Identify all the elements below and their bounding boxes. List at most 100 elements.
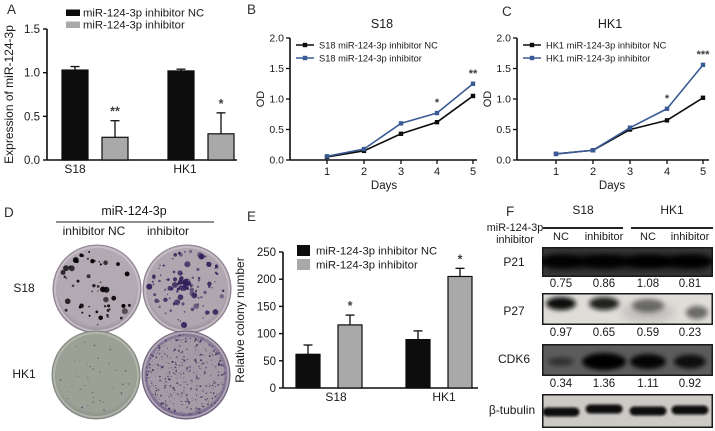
lane-label-inhibitor-1: inhibitor [584, 231, 624, 243]
blot-value: 0.65 [592, 327, 616, 339]
svg-text:1.0: 1.0 [24, 68, 40, 80]
svg-text:miR-124-3p inhibitor NC: miR-124-3p inhibitor NC [83, 8, 204, 20]
svg-text:HK1: HK1 [432, 390, 456, 404]
panel-a-label: A [7, 2, 17, 17]
svg-text:OD: OD [255, 91, 267, 108]
svg-text:*: * [219, 97, 224, 111]
blot-label-p27: P27 [503, 304, 525, 318]
svg-text:S18: S18 [371, 17, 393, 31]
svg-text:Relative colony number: Relative colony number [233, 257, 247, 382]
svg-text:miR-124-3p inhibitor: miR-124-3p inhibitor [83, 20, 185, 32]
blot-value: 0.34 [549, 378, 573, 390]
panel-d-label: D [4, 205, 15, 220]
svg-text:0.5: 0.5 [496, 124, 511, 136]
panel-d-row-label-hk1: HK1 [12, 367, 36, 381]
blot-label-p21: P21 [503, 255, 525, 269]
panel-a: A 0.0 0.5 1.0 1.5 ** * S18 HK1 Expression of miR… [0, 0, 240, 200]
svg-text:3: 3 [398, 166, 404, 178]
blot-value: 1.08 [636, 278, 660, 290]
svg-text:100: 100 [257, 329, 276, 341]
svg-text:1.5: 1.5 [24, 24, 40, 36]
svg-text:50: 50 [263, 356, 276, 368]
svg-text:*: * [435, 97, 440, 109]
svg-text:*: * [348, 299, 353, 313]
colony-dish-hk1-nc [51, 330, 141, 420]
svg-text:2: 2 [361, 166, 367, 178]
svg-text:***: *** [697, 49, 711, 61]
panel-f-hk1-underline [631, 227, 713, 229]
blot-value: 0.75 [549, 278, 573, 290]
panel-c-label: C [502, 4, 513, 19]
svg-text:HK1: HK1 [173, 162, 197, 176]
western-blot-p21 [542, 247, 713, 277]
svg-text:1: 1 [324, 166, 330, 178]
svg-text:2.0: 2.0 [269, 33, 284, 45]
lane-label-inhibitor-2: inhibitor [670, 231, 710, 243]
colony-dish-s18-inhibitor [142, 244, 232, 334]
svg-text:OD: OD [482, 91, 494, 108]
svg-text:Expression of miR-124-3p: Expression of miR-124-3p [2, 25, 16, 164]
svg-text:S18 miR-124-3p inhibitor NC: S18 miR-124-3p inhibitor NC [319, 40, 438, 50]
colony-dish-hk1-inhibitor [141, 330, 231, 420]
svg-text:4: 4 [664, 166, 670, 178]
svg-text:Days: Days [371, 180, 397, 192]
panel-c: C 0.0 0.5 1.0 1.5 2.0 1 2 3 4 5 * *** HK1 Days OD HK1 m… [477, 0, 715, 200]
panel-f-group-s18: S18 [572, 203, 594, 217]
svg-text:1.5: 1.5 [496, 63, 511, 75]
svg-text:5: 5 [470, 166, 476, 178]
svg-text:1.5: 1.5 [269, 63, 284, 75]
panel-e-label: E [247, 209, 257, 224]
svg-text:*: * [665, 93, 670, 105]
svg-text:5: 5 [700, 166, 706, 178]
svg-text:**: ** [110, 105, 120, 119]
panel-d-col-label-inhibitor: inhibitor [146, 224, 190, 238]
svg-text:2.0: 2.0 [496, 33, 511, 45]
svg-text:HK1 miR-124-3p inhibitor: HK1 miR-124-3p inhibitor [546, 53, 650, 63]
svg-text:0.0: 0.0 [269, 155, 284, 167]
svg-text:0.5: 0.5 [24, 111, 40, 123]
svg-text:3: 3 [627, 166, 633, 178]
panel-f-rowheader-mir: miR-124-3p [486, 222, 544, 234]
panel-d-group-title: miR-124-3p [101, 204, 167, 218]
svg-text:4: 4 [434, 166, 440, 178]
svg-text:0.0: 0.0 [24, 155, 40, 167]
svg-text:**: ** [469, 68, 478, 80]
svg-text:miR-124-3p inhibitor: miR-124-3p inhibitor [316, 259, 418, 271]
blot-value: 0.86 [592, 278, 616, 290]
blot-value: 0.92 [678, 378, 702, 390]
svg-text:0: 0 [270, 383, 276, 395]
panel-d: D miR-124-3p inhibitor NC inhibitor S18 … [0, 200, 240, 431]
panel-f-s18-underline [543, 227, 623, 229]
panel-d-col-label-inhibitor-nc: inhibitor NC [62, 224, 126, 238]
svg-text:200: 200 [257, 274, 276, 286]
svg-text:HK1 miR-124-3p inhibitor NC: HK1 miR-124-3p inhibitor NC [546, 40, 667, 50]
svg-text:Days: Days [599, 180, 625, 192]
colony-dish-s18-nc [52, 244, 142, 334]
western-blot-cdk6 [542, 344, 713, 376]
svg-text:miR-124-3p inhibitor NC: miR-124-3p inhibitor NC [316, 245, 437, 257]
svg-text:250: 250 [257, 247, 276, 259]
panel-b: B 0.0 0.5 1.0 1.5 2.0 1 2 3 4 5 * ** S18 Days OD S18 mi… [240, 0, 480, 200]
blot-value: 0.97 [549, 327, 573, 339]
lane-label-nc-2: NC [640, 231, 656, 243]
blot-value: 1.11 [637, 378, 659, 390]
svg-text:S18: S18 [64, 162, 86, 176]
blot-value: 0.23 [678, 327, 702, 339]
svg-text:S18 miR-124-3p inhibitor: S18 miR-124-3p inhibitor [319, 53, 422, 63]
blot-label-b-tubulin: β-tubulin [488, 403, 536, 417]
svg-text:1.0: 1.0 [269, 94, 284, 106]
svg-text:1.0: 1.0 [496, 94, 511, 106]
svg-text:0.0: 0.0 [496, 155, 511, 167]
blot-label-cdk6: CDK6 [497, 352, 530, 366]
lane-label-nc-1: NC [553, 231, 569, 243]
panel-f-group-hk1: HK1 [660, 203, 684, 217]
svg-text:2: 2 [590, 166, 596, 178]
panel-b-label: B [247, 2, 257, 17]
panel-f-label: F [506, 204, 515, 219]
western-blot-p27 [542, 293, 713, 325]
panel-d-title-underline [56, 221, 214, 223]
